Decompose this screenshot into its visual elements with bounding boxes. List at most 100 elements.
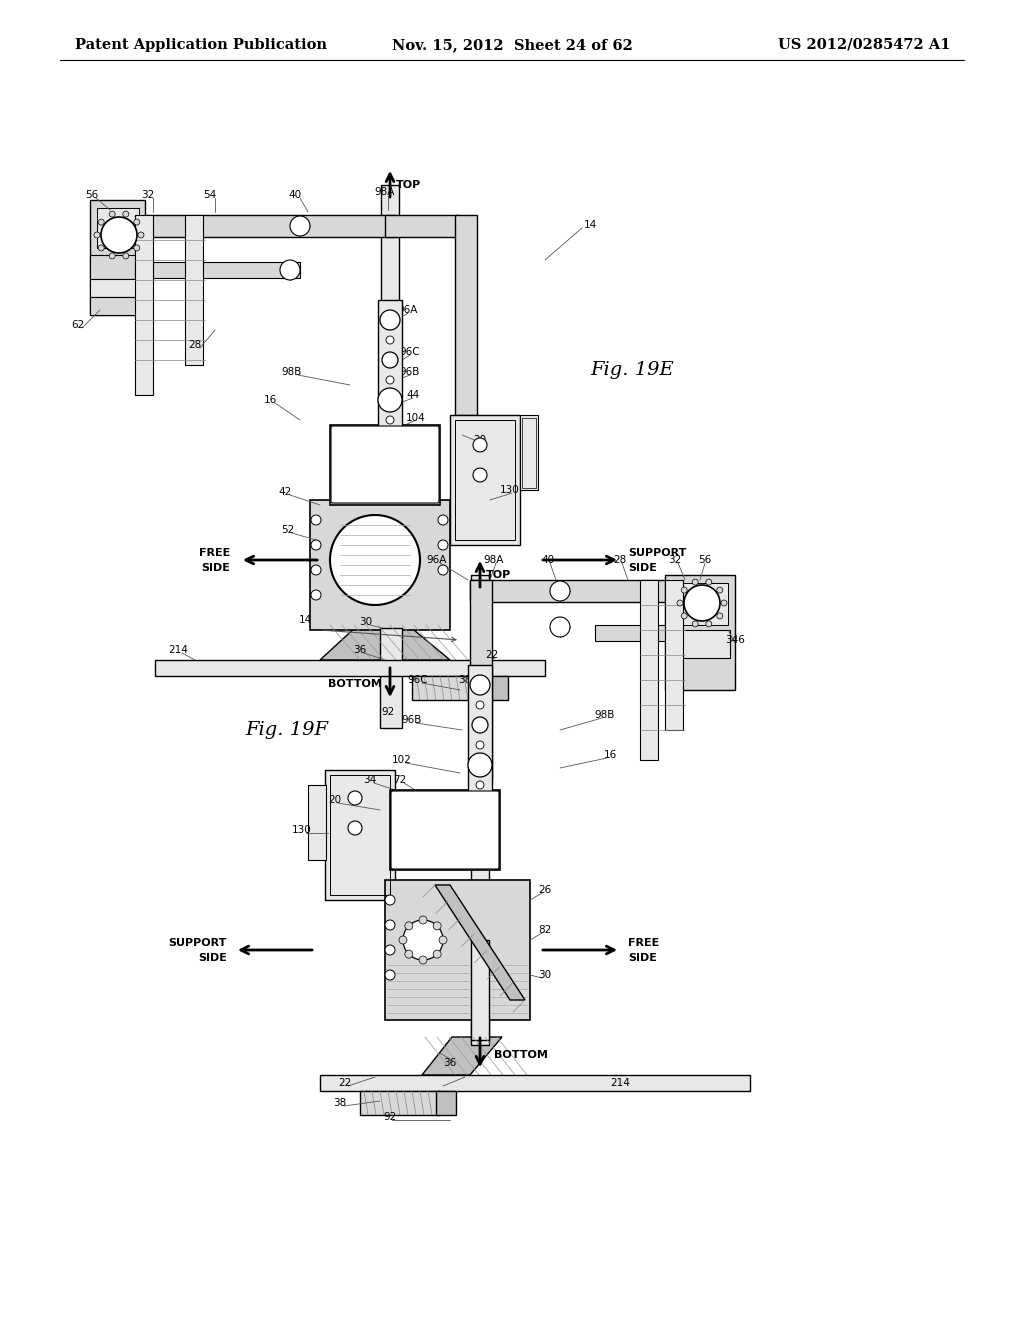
Text: 40: 40	[542, 554, 555, 565]
Bar	[135, 261, 300, 279]
Circle shape	[433, 950, 441, 958]
Circle shape	[280, 260, 300, 280]
Circle shape	[311, 565, 321, 576]
Circle shape	[110, 211, 116, 216]
Text: 72: 72	[393, 775, 407, 785]
Circle shape	[476, 781, 484, 789]
Circle shape	[692, 579, 698, 585]
Circle shape	[476, 741, 484, 748]
Bar	[436, 1092, 456, 1115]
Text: SUPPORT: SUPPORT	[169, 939, 227, 948]
Circle shape	[717, 612, 723, 619]
Text: US 2012/0285472 A1: US 2012/0285472 A1	[777, 38, 950, 51]
Circle shape	[403, 920, 443, 960]
Text: FREE: FREE	[199, 548, 230, 558]
Bar	[680, 630, 730, 657]
Text: 30: 30	[539, 970, 552, 979]
Circle shape	[550, 616, 570, 638]
Bar	[471, 940, 489, 1040]
Bar	[468, 665, 492, 795]
Text: 102: 102	[392, 755, 412, 766]
Text: 22: 22	[338, 1078, 351, 1088]
Circle shape	[385, 920, 395, 931]
Text: 96B: 96B	[401, 715, 422, 725]
Text: Fig. 19E: Fig. 19E	[590, 360, 674, 379]
Bar	[380, 628, 402, 729]
Text: FREE: FREE	[628, 939, 659, 948]
Text: 346: 346	[725, 635, 744, 645]
Text: SIDE: SIDE	[628, 953, 656, 964]
Text: 16: 16	[263, 395, 276, 405]
Circle shape	[706, 579, 712, 585]
Text: 104: 104	[407, 413, 426, 422]
Bar	[665, 576, 735, 690]
Bar	[90, 297, 145, 315]
Bar	[450, 414, 520, 545]
Circle shape	[311, 590, 321, 601]
Circle shape	[385, 895, 395, 906]
Bar	[135, 215, 153, 395]
Circle shape	[134, 219, 140, 226]
Circle shape	[677, 601, 683, 606]
Text: BOTTOM: BOTTOM	[328, 678, 382, 689]
Bar	[381, 185, 399, 655]
Bar	[325, 770, 395, 900]
Circle shape	[438, 540, 449, 550]
Text: 28: 28	[188, 341, 202, 350]
Bar	[520, 414, 538, 490]
Bar	[640, 579, 658, 760]
Text: 214: 214	[168, 645, 188, 655]
Text: 42: 42	[279, 487, 292, 498]
Circle shape	[101, 216, 137, 253]
Bar	[488, 676, 508, 700]
Circle shape	[98, 246, 104, 251]
Circle shape	[706, 620, 712, 627]
Text: 34: 34	[364, 775, 377, 785]
Circle shape	[311, 540, 321, 550]
Bar	[471, 576, 489, 1045]
Text: 14: 14	[584, 220, 597, 230]
Circle shape	[550, 581, 570, 601]
Text: 56: 56	[85, 190, 98, 201]
Text: 26: 26	[410, 426, 423, 437]
Text: SIDE: SIDE	[373, 465, 397, 475]
Text: SIDE: SIDE	[201, 564, 230, 573]
FancyBboxPatch shape	[331, 426, 439, 503]
Text: 20: 20	[473, 436, 486, 445]
Bar	[385, 880, 530, 1020]
Circle shape	[684, 585, 720, 620]
Circle shape	[94, 232, 100, 238]
Bar	[470, 579, 680, 602]
Circle shape	[348, 791, 362, 805]
Bar	[90, 279, 145, 297]
Circle shape	[473, 469, 487, 482]
Text: 98B: 98B	[282, 367, 302, 378]
Circle shape	[385, 970, 395, 979]
Circle shape	[110, 253, 116, 259]
Circle shape	[470, 675, 490, 696]
Circle shape	[472, 717, 488, 733]
Text: 38: 38	[459, 675, 472, 685]
Text: LEFT: LEFT	[432, 820, 458, 830]
Bar	[90, 255, 145, 279]
Text: 30: 30	[359, 616, 373, 627]
Text: 16: 16	[603, 750, 616, 760]
Circle shape	[404, 921, 413, 929]
Bar	[385, 215, 460, 238]
Text: 82: 82	[539, 925, 552, 935]
Text: 32: 32	[141, 190, 155, 201]
Text: 98A: 98A	[483, 554, 504, 565]
Bar	[378, 300, 402, 430]
Circle shape	[692, 620, 698, 627]
Bar	[185, 215, 203, 366]
Circle shape	[134, 246, 140, 251]
Bar	[470, 579, 492, 780]
Circle shape	[476, 701, 484, 709]
Text: 54: 54	[204, 190, 217, 201]
Text: 52: 52	[282, 525, 295, 535]
Text: 96C: 96C	[399, 347, 420, 356]
Circle shape	[378, 388, 402, 412]
Circle shape	[399, 936, 407, 944]
Bar	[412, 676, 492, 700]
Polygon shape	[319, 624, 450, 660]
